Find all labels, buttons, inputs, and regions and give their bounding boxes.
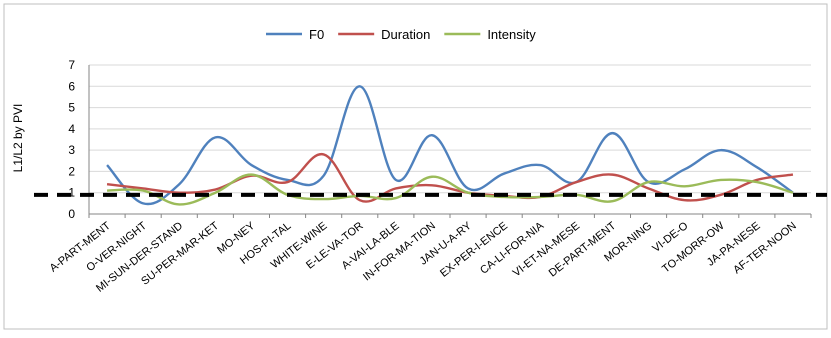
legend-label-intensity: Intensity (487, 27, 536, 42)
chart-border (3, 3, 828, 330)
y-tick-label: 1 (68, 186, 75, 200)
y-tick-label: 0 (68, 207, 75, 221)
series-line-f0 (106, 85, 794, 206)
y-tick-label: 4 (68, 122, 75, 136)
y-tick-label: 2 (68, 164, 75, 178)
gridlines (89, 64, 811, 194)
legend-label-f0: F0 (309, 27, 324, 42)
y-tick-label: 5 (68, 101, 75, 115)
series-lines (106, 85, 794, 206)
legend: F0 Duration Intensity (266, 27, 536, 42)
y-tick-label: 7 (68, 58, 75, 72)
y-tick-label: 3 (68, 143, 75, 157)
series-line-duration (106, 153, 794, 203)
y-tick-label: 6 (68, 79, 75, 93)
legend-label-duration: Duration (381, 27, 430, 42)
series-line-intensity (107, 173, 794, 206)
y-axis-label: L1/L2 by PVI (11, 104, 25, 173)
